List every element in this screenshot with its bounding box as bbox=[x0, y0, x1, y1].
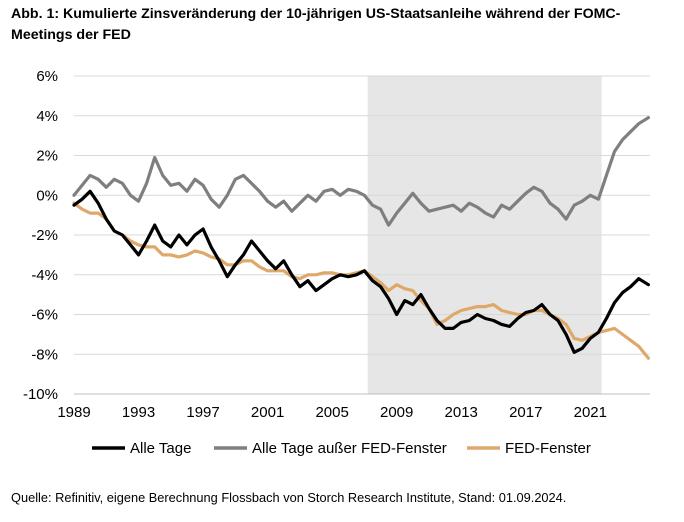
chart-title: Abb. 1: Kumulierte Zinsveränderung der 1… bbox=[11, 6, 621, 43]
x-tick-label: 2021 bbox=[574, 404, 607, 421]
source-note: Quelle: Refinitiv, eigene Berechnung Flo… bbox=[11, 490, 567, 505]
y-tick-label: -4% bbox=[31, 267, 58, 284]
legend: Alle Tage Alle Tage außer FED-Fenster FED-… bbox=[92, 440, 591, 457]
legend-label: FED-Fenster bbox=[505, 440, 591, 457]
x-tick-label: 1993 bbox=[122, 404, 155, 421]
legend-label: Alle Tage außer FED-Fenster bbox=[252, 440, 447, 457]
y-tick-label: 0% bbox=[36, 187, 58, 204]
y-tick-label: 4% bbox=[36, 108, 58, 125]
series-line bbox=[72, 189, 651, 354]
x-tick-label: 2017 bbox=[509, 404, 542, 421]
x-tick-label: 2005 bbox=[315, 404, 348, 421]
y-tick-label: 2% bbox=[36, 148, 58, 165]
y-axis-ticks: 6% 4% 2% 0% -2% -4% -6% -8% -10% bbox=[23, 68, 58, 403]
x-axis-ticks: 1989 1993 1997 2001 2005 2009 2013 2017 2021 bbox=[57, 404, 607, 421]
y-tick-label: -6% bbox=[31, 307, 58, 324]
y-tick-label: -8% bbox=[31, 346, 58, 363]
legend-label: Alle Tage bbox=[130, 440, 191, 457]
x-tick-label: 1989 bbox=[57, 404, 90, 421]
x-tick-label: 2013 bbox=[445, 404, 478, 421]
y-tick-label: 6% bbox=[36, 68, 58, 85]
x-tick-label: 1997 bbox=[186, 404, 219, 421]
x-tick-label: 2009 bbox=[380, 404, 413, 421]
series-layer bbox=[72, 116, 651, 360]
y-tick-label: -2% bbox=[31, 227, 58, 244]
series-line bbox=[72, 116, 651, 227]
x-tick-label: 2001 bbox=[251, 404, 284, 421]
y-tick-label: -10% bbox=[23, 386, 58, 403]
